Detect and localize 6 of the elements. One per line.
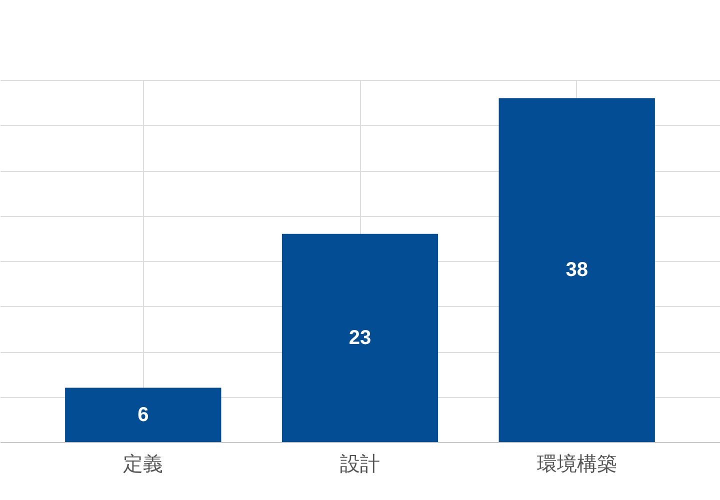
x-tick-label: 環境構築 xyxy=(536,454,617,476)
data-label: 38 xyxy=(566,259,588,282)
x-tick-label: 設計 xyxy=(340,454,380,476)
data-label: 6 xyxy=(138,404,149,426)
data-label: 23 xyxy=(348,326,372,349)
x-tick-label: 定義 xyxy=(123,454,164,476)
